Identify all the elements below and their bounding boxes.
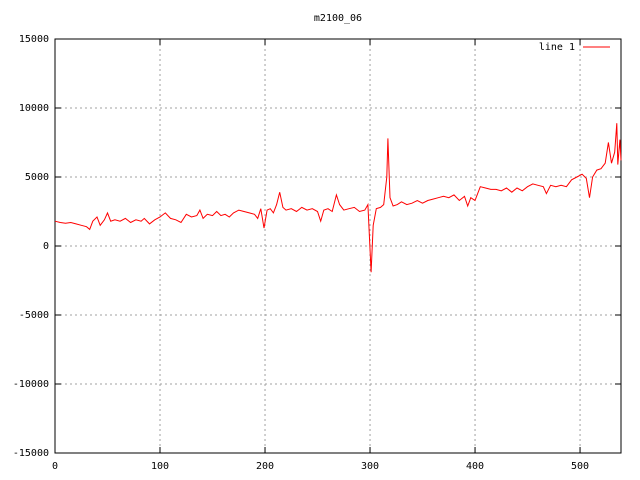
y-tick-label: 0 bbox=[43, 241, 49, 252]
chart-title: m2100_06 bbox=[314, 13, 362, 24]
y-tick-label: 10000 bbox=[19, 103, 49, 114]
y-tick-label: -15000 bbox=[13, 448, 49, 459]
y-tick-label: -5000 bbox=[19, 310, 49, 321]
plot-border bbox=[54, 38, 622, 454]
x-tick-label: 500 bbox=[571, 461, 589, 472]
legend-label: line 1 bbox=[539, 42, 575, 53]
y-tick-label: 15000 bbox=[19, 34, 49, 45]
data-line bbox=[54, 123, 622, 273]
y-tick-label: -10000 bbox=[13, 379, 49, 390]
x-tick-label: 200 bbox=[256, 461, 274, 472]
x-tick-label: 0 bbox=[52, 461, 58, 472]
x-tick-label: 400 bbox=[466, 461, 484, 472]
x-tick-label: 100 bbox=[151, 461, 169, 472]
x-tick-label: 300 bbox=[361, 461, 379, 472]
y-tick-label: 5000 bbox=[25, 172, 49, 183]
